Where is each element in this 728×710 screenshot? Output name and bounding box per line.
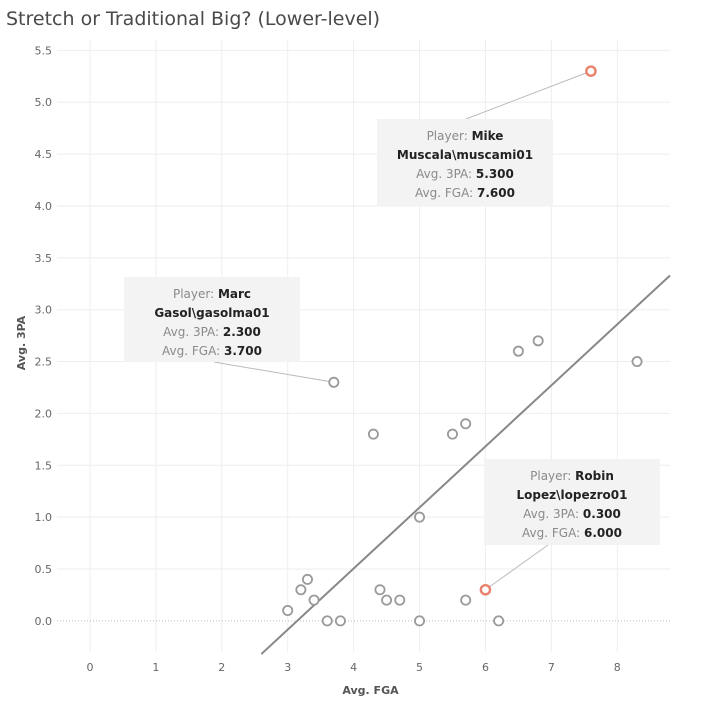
data-point	[460, 594, 472, 606]
tooltip-fga-key: Avg. FGA:	[522, 526, 581, 540]
tooltip-connector-line	[465, 70, 592, 120]
tooltip-3pa-key: Avg. 3PA:	[416, 167, 473, 181]
tooltip-fga-value: 6.000	[583, 526, 622, 540]
tooltip-marc-gasol: Player: Marc Gasol\gasolma01 Avg. 3PA: 2…	[124, 277, 300, 362]
y-tick-label: 3.5	[35, 252, 53, 265]
y-tick-label: 4.0	[35, 200, 53, 213]
data-point	[460, 418, 472, 430]
x-axis-label: Avg. FGA	[342, 684, 399, 697]
data-point	[295, 584, 307, 596]
tooltip-player-id: Lopez\lopezro01	[516, 488, 628, 502]
y-tick-label: 5.5	[35, 44, 53, 57]
tooltip-connectors	[213, 70, 592, 591]
trend-line-path	[260, 274, 671, 655]
data-point	[334, 615, 346, 627]
x-tick-label: 3	[284, 661, 291, 674]
tooltip-3pa-value: 0.300	[582, 507, 621, 521]
tooltip-player-key: Player:	[426, 129, 468, 143]
tooltip-connector-line	[213, 361, 334, 383]
tooltip-3pa-value: 2.300	[222, 325, 261, 339]
x-tick-label: 6	[482, 661, 489, 674]
tooltip-3pa-key: Avg. 3PA:	[163, 325, 220, 339]
trend-line	[260, 274, 671, 655]
data-point	[328, 376, 340, 388]
y-tick-label: 1.5	[35, 459, 53, 472]
x-axis-ticks: 0 1 2 3 4 5 6 7 8	[86, 661, 620, 674]
tooltip-player-name: Mike	[471, 129, 504, 143]
y-tick-label: 1.0	[35, 511, 53, 524]
tooltip-player-name: Marc	[217, 287, 252, 301]
x-tick-label: 4	[350, 661, 357, 674]
data-point	[414, 511, 426, 523]
tooltip-player-id: Gasol\gasolma01	[154, 306, 270, 320]
data-point-highlighted	[479, 583, 492, 596]
data-point	[631, 356, 643, 368]
data-point-highlighted	[585, 65, 597, 77]
y-tick-label: 0.5	[35, 563, 53, 576]
y-axis-label: Avg. 3PA	[15, 315, 28, 370]
tooltip-fga-value: 7.600	[476, 186, 515, 200]
tooltip-3pa-value: 5.300	[475, 167, 514, 181]
y-axis-ticks: 0.0 0.5 1.0 1.5 2.0 2.5 3.0 3.5 4.0 4.5 5.0 5.5	[35, 44, 53, 628]
x-tick-label: 2	[218, 661, 225, 674]
data-point	[308, 594, 320, 606]
data-point	[367, 428, 379, 440]
tooltip-player-id: Muscala\muscami01	[396, 148, 534, 162]
tooltip-connector-line	[485, 544, 549, 591]
data-point	[414, 615, 426, 627]
data-point	[446, 428, 458, 440]
tooltip-fga-key: Avg. FGA:	[415, 186, 474, 200]
tooltip-player-name: Robin	[575, 469, 614, 483]
x-tick-label: 8	[614, 661, 621, 674]
data-point	[532, 335, 544, 347]
grid-lines	[57, 40, 670, 652]
y-tick-label: 4.5	[35, 148, 53, 161]
data-point	[394, 594, 406, 606]
data-point	[282, 605, 294, 617]
data-point	[493, 615, 505, 627]
y-tick-label: 0.0	[35, 615, 53, 628]
y-tick-label: 2.0	[35, 407, 53, 420]
tooltip-robin-lopez: Player: Robin Lopez\lopezro01 Avg. 3PA: …	[484, 459, 660, 545]
data-point	[381, 594, 393, 606]
data-point	[374, 584, 386, 596]
tooltip-player-key: Player:	[172, 287, 215, 301]
y-tick-label: 5.0	[35, 96, 53, 109]
tooltip-player-key: Player:	[530, 469, 572, 483]
x-tick-label: 0	[86, 661, 93, 674]
data-points	[282, 65, 643, 627]
tooltip-mike-muscala: Player: Mike Muscala\muscami01 Avg. 3PA:…	[377, 119, 553, 206]
tooltip-fga-value: 3.700	[223, 344, 262, 358]
x-tick-label: 7	[548, 661, 555, 674]
y-tick-label: 3.0	[35, 304, 53, 317]
data-point	[512, 345, 524, 357]
x-tick-label: 5	[416, 661, 423, 674]
chart-title: Stretch or Traditional Big? (Lower-level…	[6, 8, 381, 30]
x-tick-label: 1	[152, 661, 159, 674]
y-tick-label: 2.5	[35, 356, 53, 369]
tooltip-3pa-key: Avg. 3PA:	[523, 507, 580, 521]
data-point	[301, 573, 313, 585]
tooltip-fga-key: Avg. FGA:	[162, 344, 221, 358]
data-point	[321, 615, 333, 627]
